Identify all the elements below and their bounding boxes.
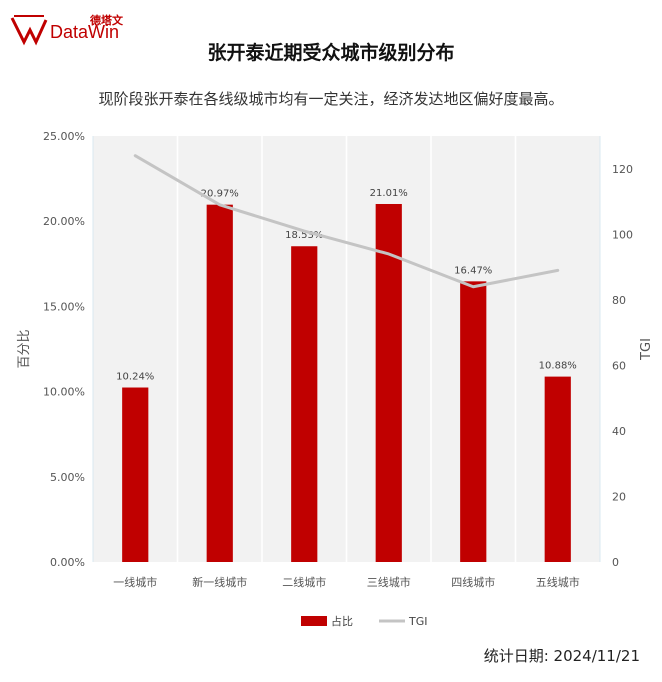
x-tick-label: 二线城市 [282,575,326,589]
bar-data-label: 20.97% [201,189,239,200]
legend-label: TGI [408,615,428,628]
y-tick-label: 15.00% [43,300,85,313]
tgi-line [133,154,560,289]
chart-title: 张开泰近期受众城市级别分布 [207,42,455,64]
y-right-axis-title: TGI [639,338,654,361]
bar [460,281,487,562]
bar-data-label: 21.01% [370,188,408,199]
y-right-tick-label: 0 [612,556,619,569]
x-tick-label: 四线城市 [451,575,495,589]
brand-name-en: DataWin [50,22,120,42]
y-axis-title: 百分比 [17,329,32,368]
bar-data-label: 10.88% [539,361,577,372]
brand-name-cn: 德塔文 [90,14,123,27]
y-right-tick-label: 20 [612,490,626,503]
x-tick-label: 一线城市 [113,575,157,589]
legend-label: 占比 [331,614,353,628]
y-tick-label: 5.00% [50,471,85,484]
bar-data-label: 16.47% [454,265,492,276]
bar-data-label: 10.24% [116,372,154,383]
bar [206,204,233,562]
chart-subtitle: 现阶段张开泰在各线级城市均有一定关注，经济发达地区偏好度最高。 [98,90,564,108]
y-tick-label: 20.00% [43,215,85,228]
y-right-tick-label: 80 [612,294,626,307]
y-tick-label: 10.00% [43,386,85,399]
bar [375,203,402,562]
bar [291,246,318,563]
bar [544,376,571,562]
bar-data-label: 18.53% [285,230,323,241]
y-right-tick-label: 40 [612,425,626,438]
x-tick-label: 五线城市 [536,575,580,589]
x-tick-label: 新一线城市 [192,575,247,589]
y-right-tick-label: 100 [612,228,633,241]
x-tick-label: 三线城市 [367,575,411,589]
y-tick-label: 0.00% [50,556,85,569]
y-right-tick-label: 120 [612,163,633,176]
y-right-tick-label: 60 [612,359,626,372]
legend-swatch-bar [301,616,327,626]
bar [122,387,149,562]
stat-date: 统计日期: 2024/11/21 [483,647,640,665]
datawin-logo-icon [10,15,48,46]
y-tick-label: 25.00% [43,130,85,143]
